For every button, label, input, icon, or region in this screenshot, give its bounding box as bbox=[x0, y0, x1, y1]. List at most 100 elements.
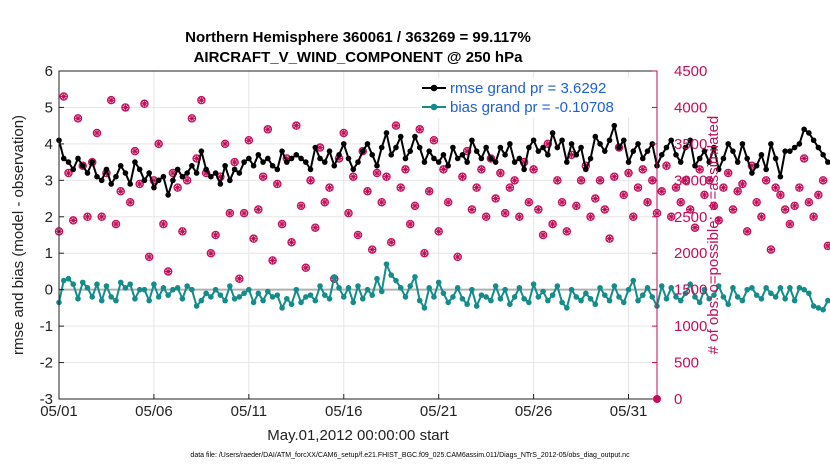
obs-count-point bbox=[434, 227, 443, 236]
legend-rmse-label: rmse grand pr = 3.6292 bbox=[450, 80, 606, 97]
rmse-point bbox=[217, 181, 224, 187]
bias-point bbox=[189, 286, 195, 293]
rmse-point bbox=[113, 173, 119, 180]
obs-assimilated-marker bbox=[464, 148, 471, 155]
bias-point bbox=[440, 290, 447, 297]
bias-point bbox=[426, 285, 432, 291]
obs-possible-marker bbox=[695, 165, 704, 174]
obs-count-point bbox=[496, 168, 505, 178]
obs-possible-marker bbox=[719, 183, 728, 192]
obs-assimilated-marker bbox=[392, 122, 399, 129]
bias-point bbox=[89, 294, 96, 300]
obs-possible-marker bbox=[59, 92, 68, 101]
obs-possible-marker bbox=[349, 172, 358, 181]
obs-possible-marker bbox=[633, 183, 643, 192]
obs-count-point bbox=[453, 252, 462, 262]
obs-count-point bbox=[738, 179, 747, 189]
obs-assimilated-marker bbox=[217, 173, 224, 180]
y-tick-label-right: 2500 bbox=[674, 209, 707, 226]
obs-count-point bbox=[121, 103, 130, 112]
obs-count-point bbox=[742, 227, 752, 236]
obs-count-point bbox=[292, 121, 301, 130]
bias-point bbox=[117, 279, 124, 286]
obs-possible-marker bbox=[254, 205, 263, 214]
bias-point bbox=[587, 295, 594, 302]
obs-count-point bbox=[320, 197, 330, 207]
bias-point bbox=[222, 297, 228, 304]
obs-count-point bbox=[410, 201, 420, 211]
rmse-point bbox=[459, 152, 466, 158]
bias-point bbox=[350, 299, 357, 306]
obs-possible-marker bbox=[538, 230, 548, 240]
obs-assimilated-marker bbox=[241, 210, 248, 217]
obs-count-point bbox=[268, 256, 277, 265]
obs-count-point bbox=[553, 176, 562, 185]
y-tick-label-right: 1500 bbox=[674, 282, 707, 299]
obs-count-point bbox=[363, 187, 372, 196]
obs-count-point bbox=[491, 194, 500, 203]
obs-count-point bbox=[130, 146, 140, 156]
obs-assimilated-marker bbox=[150, 177, 157, 184]
bias-point bbox=[620, 299, 627, 306]
bias-point bbox=[250, 299, 257, 306]
legend-bias-label: bias grand pr = -0.10708 bbox=[450, 99, 614, 116]
obs-assimilated-marker bbox=[715, 217, 722, 224]
obs-possible-marker bbox=[249, 234, 258, 243]
rmse-point bbox=[136, 166, 143, 173]
obs-assimilated-marker bbox=[782, 206, 789, 213]
obs-assimilated-marker bbox=[506, 184, 513, 191]
obs-count-point bbox=[534, 205, 543, 214]
bias-point bbox=[151, 281, 157, 288]
obs-assimilated-marker bbox=[734, 188, 741, 195]
obs-count-point bbox=[557, 197, 567, 207]
bias-point bbox=[378, 288, 385, 295]
obs-assimilated-marker bbox=[293, 122, 300, 129]
obs-assimilated-marker bbox=[540, 232, 547, 238]
obs-assimilated-marker bbox=[260, 173, 267, 180]
rmse-point bbox=[545, 152, 551, 158]
rmse-point bbox=[193, 170, 200, 176]
rmse-point bbox=[706, 159, 713, 165]
rmse-point bbox=[625, 159, 632, 165]
bias-point bbox=[293, 286, 300, 293]
obs-possible-marker bbox=[629, 212, 638, 222]
bias-point bbox=[141, 286, 148, 293]
rmse-point bbox=[359, 148, 366, 154]
rmse-point bbox=[620, 137, 627, 144]
obs-possible-marker bbox=[690, 223, 700, 232]
x-tick-label: 05/31 bbox=[610, 403, 648, 420]
obs-count-point bbox=[386, 238, 396, 247]
obs-count-point bbox=[662, 161, 671, 171]
obs-count-point bbox=[106, 95, 116, 105]
rmse-point bbox=[673, 152, 679, 158]
rmse-point bbox=[630, 148, 637, 154]
obs-assimilated-marker bbox=[70, 217, 77, 224]
obs-possible-marker bbox=[235, 274, 244, 283]
rmse-point bbox=[255, 152, 262, 158]
obs-count-point bbox=[239, 208, 249, 218]
obs-possible-marker bbox=[78, 161, 87, 171]
rmse-point bbox=[502, 152, 508, 158]
obs-possible-marker bbox=[363, 187, 372, 196]
obs-assimilated-marker bbox=[573, 202, 580, 209]
bias-point bbox=[336, 285, 342, 291]
obs-assimilated-marker bbox=[340, 129, 347, 136]
bias-point bbox=[113, 297, 119, 304]
bias-point bbox=[108, 294, 115, 300]
bias-point bbox=[236, 294, 243, 300]
obs-assimilated-marker bbox=[468, 206, 475, 213]
obs-assimilated-marker bbox=[93, 129, 100, 136]
rmse-point bbox=[345, 155, 352, 162]
rmse-point bbox=[696, 155, 703, 162]
obs-possible-marker bbox=[752, 197, 761, 207]
obs-possible-marker bbox=[159, 219, 168, 229]
obs-assimilated-marker bbox=[302, 264, 309, 271]
rmse-point bbox=[79, 162, 86, 169]
obs-possible-marker bbox=[458, 172, 467, 181]
obs-possible-marker bbox=[92, 128, 102, 138]
obs-count-point bbox=[666, 212, 676, 222]
obs-assimilated-marker bbox=[226, 210, 233, 217]
bias-point bbox=[639, 292, 646, 298]
obs-assimilated-marker bbox=[131, 148, 138, 155]
obs-count-point bbox=[211, 230, 220, 240]
